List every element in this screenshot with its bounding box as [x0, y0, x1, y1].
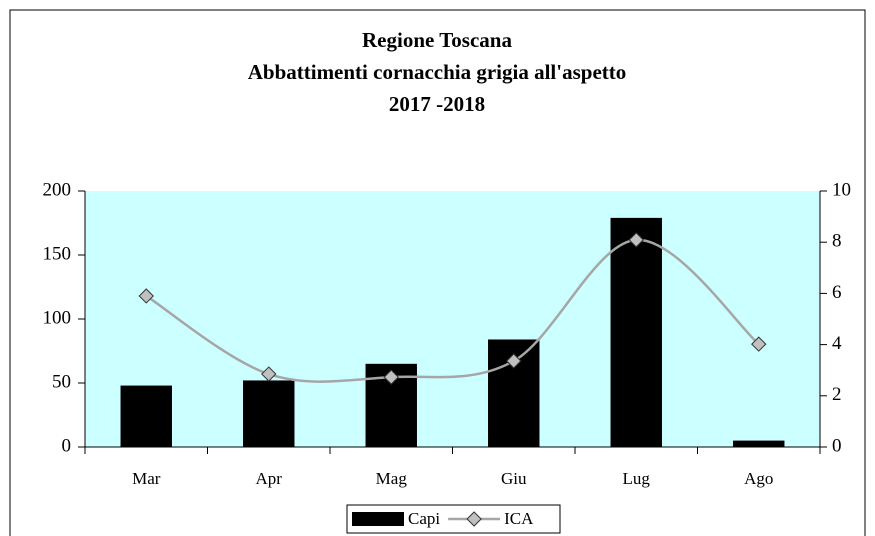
- plot-area: [85, 191, 820, 447]
- y2-tick-label: 2: [832, 384, 842, 405]
- y-tick-label: 0: [62, 435, 72, 456]
- x-tick-label: Lug: [623, 469, 651, 488]
- chart-title: 2017 -2018: [389, 92, 485, 116]
- legend-swatch: [352, 512, 404, 526]
- y2-tick-label: 6: [832, 282, 842, 303]
- marker: [261, 366, 277, 382]
- bar: [120, 385, 172, 447]
- chart-title: Regione Toscana: [362, 28, 512, 52]
- line: [145, 238, 760, 383]
- marker: [506, 353, 522, 369]
- y2-tick-label: 8: [832, 231, 842, 252]
- y-tick-label: 50: [52, 371, 71, 392]
- marker: [138, 288, 154, 304]
- y2-tick-label: 10: [832, 179, 851, 200]
- y-tick-label: 200: [43, 179, 72, 200]
- bar: [243, 380, 295, 447]
- chart-title: Abbattimenti cornacchia grigia all'aspet…: [248, 60, 627, 84]
- bar: [610, 217, 662, 447]
- marker: [751, 336, 767, 352]
- x-tick-label: Mag: [376, 469, 408, 488]
- legend-label: ICA: [504, 509, 534, 528]
- y-tick-label: 100: [43, 307, 72, 328]
- x-tick-label: Giu: [501, 469, 527, 488]
- x-tick-label: Mar: [132, 469, 161, 488]
- y-tick-label: 150: [43, 243, 72, 264]
- x-tick-label: Apr: [256, 469, 283, 488]
- y2-tick-label: 4: [832, 333, 842, 354]
- y2-tick-label: 0: [832, 435, 842, 456]
- marker: [628, 232, 644, 248]
- x-tick-label: Ago: [744, 469, 773, 488]
- bar: [733, 440, 785, 447]
- marker: [383, 369, 399, 385]
- legend-label: Capi: [408, 509, 440, 528]
- legend-marker: [466, 511, 482, 527]
